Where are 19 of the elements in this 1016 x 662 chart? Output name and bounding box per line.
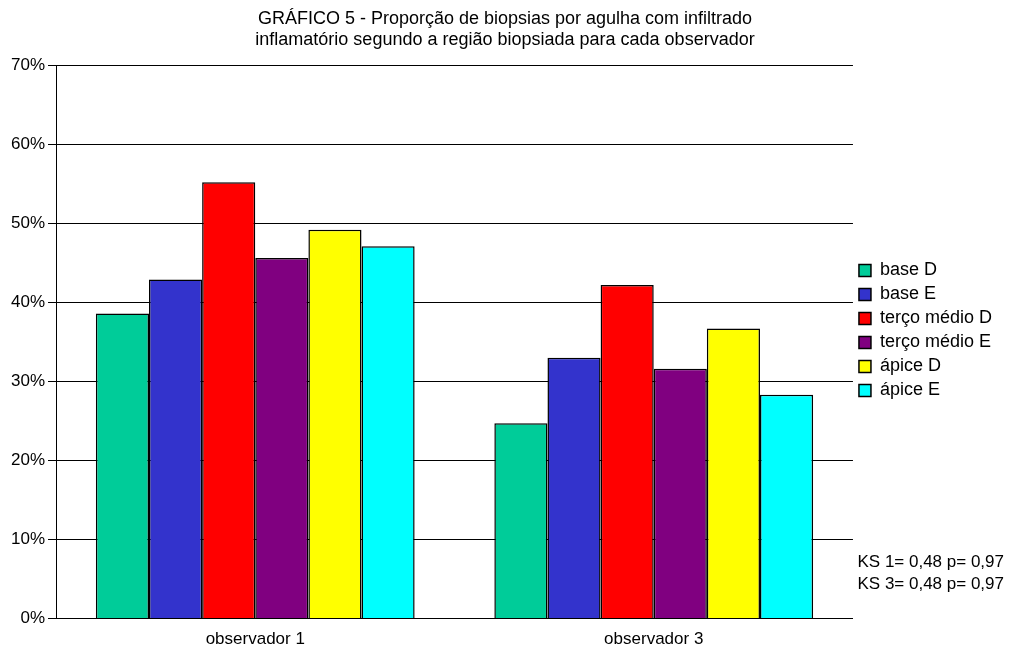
y-tick-label: 70% [10,54,46,74]
legend-label: base E [879,283,936,304]
legend-label: base D [879,259,937,280]
chart-title: GRÁFICO 5 - Proporção de biopsias por agulha com infiltrado inflamatório segundo a região biopsiada para cada observador [255,7,755,50]
text: KS 1= 0,48 p= 0,97 [857,551,1004,571]
legend-label: terço médio E [879,331,992,352]
legend-label: terço médio D [879,307,992,328]
y-tick-label: 20% [10,450,46,470]
y-tick-label: 30% [10,371,46,391]
y-tick-label: 40% [10,292,46,312]
y-tick-label: 0% [20,608,46,628]
y-tick-label: 60% [10,133,46,153]
legend-label: ápice E [879,379,940,400]
legend-label: ápice D [879,355,941,376]
text: KS 3= 0,48 p= 0,97 [857,573,1004,593]
y-tick-label: 50% [10,213,46,232]
x-tick-label: observador 3 [604,629,704,649]
x-tick-label: observador 1 [205,629,305,649]
y-tick-label: 10% [10,529,46,549]
